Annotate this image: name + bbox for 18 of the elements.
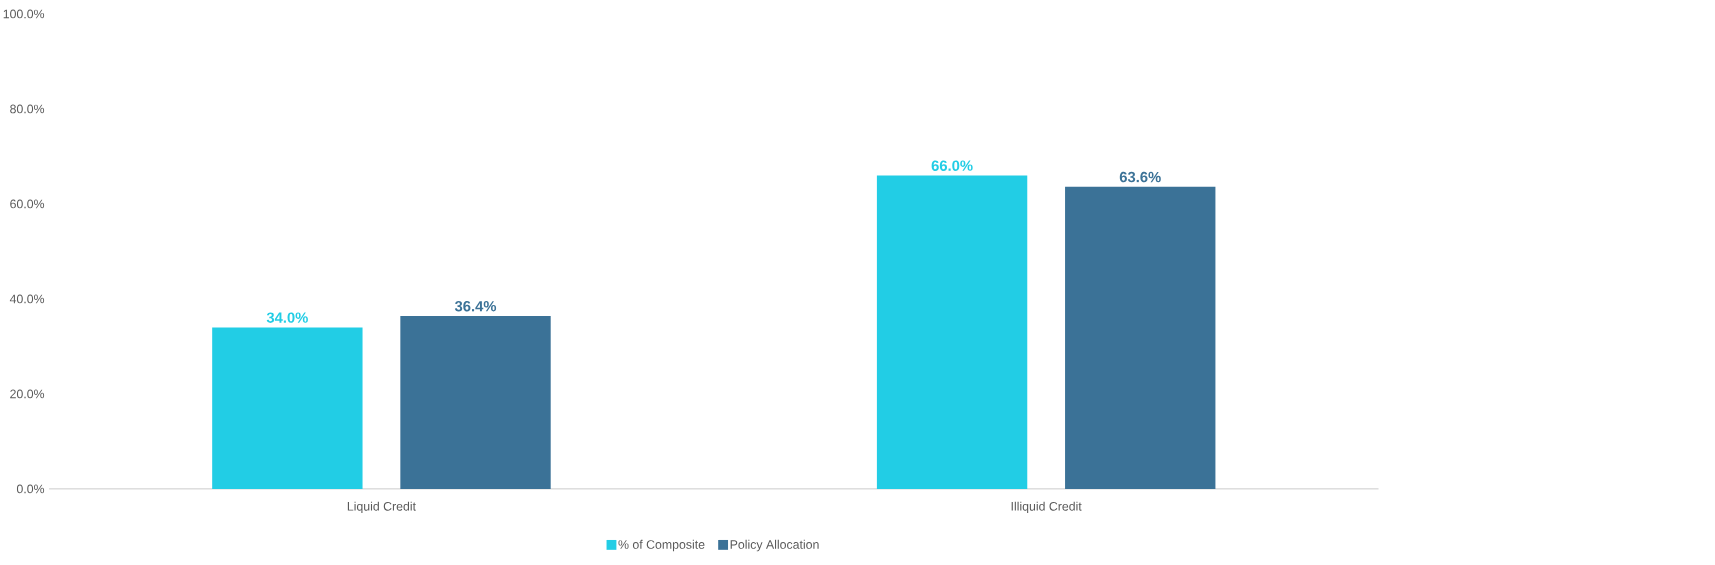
bar xyxy=(212,327,363,489)
legend-label: % of Composite xyxy=(618,539,705,552)
y-tick-label: 20.0% xyxy=(10,389,45,399)
y-tick-label: 80.0% xyxy=(10,104,45,114)
data-label: 36.4% xyxy=(454,300,497,312)
bar xyxy=(876,175,1028,489)
y-tick-label: 0.0% xyxy=(16,484,45,494)
legend-label: Policy Allocation xyxy=(730,539,819,552)
data-label: 63.6% xyxy=(1119,171,1161,183)
bar xyxy=(400,315,551,489)
y-tick-label: 60.0% xyxy=(10,199,45,209)
bar xyxy=(1065,186,1216,489)
x-tick-label: Illiquid Credit xyxy=(1011,501,1082,513)
y-tick-label: 40.0% xyxy=(9,294,45,304)
x-tick-label: Liquid Credit xyxy=(347,501,416,513)
y-tick-label: 100.0% xyxy=(3,9,45,19)
data-label: 34.0% xyxy=(266,312,308,323)
data-label: 66.0% xyxy=(931,160,973,171)
